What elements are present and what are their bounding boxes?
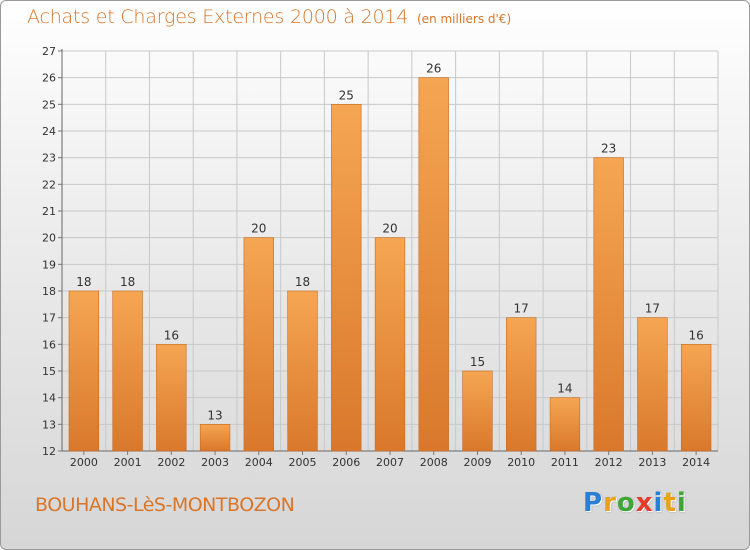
- bar: [681, 344, 711, 451]
- data-label: 18: [295, 275, 310, 289]
- data-label: 20: [382, 222, 397, 236]
- x-tick-label: 2005: [289, 456, 317, 469]
- bar: [463, 371, 493, 451]
- x-tick-label: 2007: [376, 456, 404, 469]
- x-tick-label: 2002: [157, 456, 185, 469]
- y-tick-label: 20: [42, 232, 56, 245]
- y-tick-label: 23: [42, 152, 56, 165]
- data-label: 23: [601, 142, 616, 156]
- y-tick-label: 26: [42, 72, 56, 85]
- x-tick-label: 2009: [463, 456, 491, 469]
- data-label: 14: [557, 382, 572, 396]
- y-tick-label: 14: [42, 392, 56, 405]
- y-tick-label: 17: [42, 312, 56, 325]
- bar: [594, 158, 624, 451]
- x-tick-label: 2008: [420, 456, 448, 469]
- data-label: 16: [164, 328, 179, 342]
- logo-letter: i: [677, 488, 687, 518]
- x-tick-label: 2006: [332, 456, 360, 469]
- x-tick-label: 2010: [507, 456, 535, 469]
- y-tick-label: 24: [42, 125, 56, 138]
- y-tick-label: 15: [42, 365, 56, 378]
- y-tick-label: 12: [42, 445, 56, 458]
- y-tick-label: 16: [42, 338, 56, 351]
- data-label: 26: [426, 62, 441, 76]
- bar: [156, 344, 186, 451]
- proxiti-logo: Proxiti: [583, 488, 687, 518]
- data-label: 18: [76, 275, 91, 289]
- x-tick-label: 2011: [551, 456, 579, 469]
- bar: [331, 104, 361, 451]
- x-tick-label: 2004: [245, 456, 273, 469]
- bar: [113, 291, 143, 451]
- bar: [288, 291, 318, 451]
- commune-name: BOUHANS-LèS-MONTBOZON: [35, 494, 294, 516]
- y-tick-label: 25: [42, 98, 56, 111]
- data-label: 20: [251, 222, 266, 236]
- x-tick-label: 2001: [114, 456, 142, 469]
- data-label: 25: [339, 88, 354, 102]
- logo-letter: t: [663, 488, 676, 518]
- x-tick-label: 2012: [595, 456, 623, 469]
- bar: [550, 398, 580, 451]
- logo-letter: x: [636, 488, 654, 518]
- x-tick-label: 2014: [682, 456, 710, 469]
- x-tick-label: 2003: [201, 456, 229, 469]
- bar: [419, 78, 449, 451]
- data-label: 17: [514, 302, 529, 316]
- bar-chart: 18 18 16 13 20 18 25 20 26 15 17 14 23 17 16 12 13 14 15 1…: [0, 0, 750, 550]
- logo-letter: P: [583, 488, 603, 518]
- logo-letter: i: [654, 488, 664, 518]
- x-tick-label: 2013: [638, 456, 666, 469]
- bar: [638, 318, 668, 451]
- data-label: 17: [645, 302, 660, 316]
- y-tick-label: 13: [42, 418, 56, 431]
- data-label: 16: [688, 328, 703, 342]
- x-tick-label: 2000: [70, 456, 98, 469]
- data-label: 13: [207, 408, 222, 422]
- data-label: 15: [470, 355, 485, 369]
- bar: [375, 238, 405, 451]
- y-tick-label: 19: [42, 258, 56, 271]
- y-tick-label: 21: [42, 205, 56, 218]
- logo-letter: o: [617, 488, 636, 518]
- bar: [200, 424, 230, 451]
- bar: [69, 291, 99, 451]
- data-label: 18: [120, 275, 135, 289]
- y-tick-label: 27: [42, 45, 56, 58]
- y-tick-label: 22: [42, 178, 56, 191]
- logo-letter: r: [603, 488, 617, 518]
- bar: [244, 238, 274, 451]
- y-tick-label: 18: [42, 285, 56, 298]
- bar: [506, 318, 536, 451]
